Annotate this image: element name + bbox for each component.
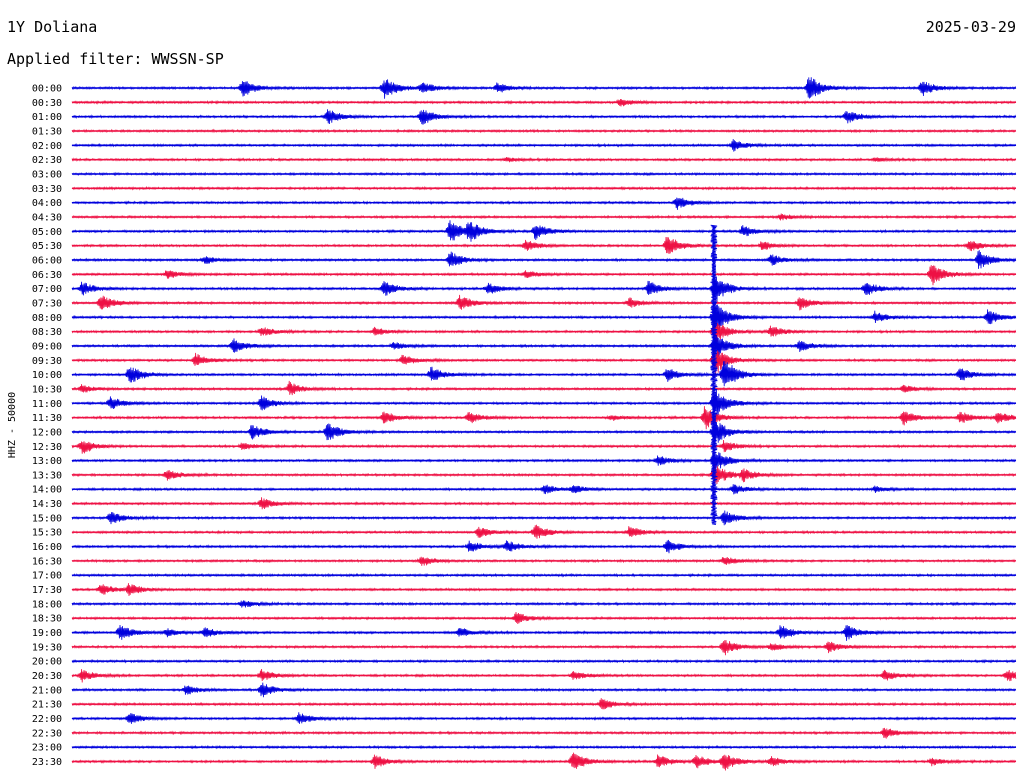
channel-label: HHZ - 50000 <box>7 392 18 458</box>
row-time-label: 10:00 <box>32 370 62 381</box>
filter-label: Applied filter: WWSSN-SP <box>7 50 224 68</box>
row-time-label: 03:30 <box>32 184 62 195</box>
row-time-label: 22:00 <box>32 714 62 725</box>
row-time-label: 21:00 <box>32 685 62 696</box>
row-time-label: 15:30 <box>32 528 62 539</box>
trace-row <box>71 380 1017 396</box>
row-time-label: 15:00 <box>32 513 62 524</box>
trace-row <box>71 361 1017 387</box>
row-time-label: 18:30 <box>32 614 62 625</box>
row-time-label: 08:30 <box>32 327 62 338</box>
row-time-label: 17:30 <box>32 585 62 596</box>
row-time-label: 11:30 <box>32 413 62 424</box>
row-time-label: 04:30 <box>32 212 62 223</box>
row-time-label: 13:00 <box>32 456 62 467</box>
trace-row <box>71 265 1017 286</box>
row-time-label: 11:00 <box>32 399 62 410</box>
large-event-trace <box>710 224 718 525</box>
row-time-label: 19:00 <box>32 628 62 639</box>
trace-row <box>71 463 1017 485</box>
trace-group <box>71 77 1017 771</box>
station-title: 1Y Doliana <box>7 18 98 36</box>
row-time-label: 23:30 <box>32 757 62 768</box>
row-time-label: 09:30 <box>32 356 62 367</box>
trace-row <box>71 640 1017 656</box>
row-time-label: 01:30 <box>32 126 62 137</box>
row-time-label: 23:00 <box>32 743 62 754</box>
row-time-label: 20:30 <box>32 671 62 682</box>
row-time-label: 14:00 <box>32 485 62 496</box>
row-time-label: 04:00 <box>32 198 62 209</box>
plot-date: 2025-03-29 <box>925 18 1016 36</box>
row-time-label: 16:00 <box>32 542 62 553</box>
row-time-label: 21:30 <box>32 700 62 711</box>
row-time-label: 03:00 <box>32 169 62 180</box>
row-time-label: 12:30 <box>32 442 62 453</box>
trace-row <box>71 322 1017 343</box>
row-time-label: 02:00 <box>32 141 62 152</box>
row-time-label: 22:30 <box>32 728 62 739</box>
row-time-label: 00:00 <box>32 84 62 95</box>
row-time-label: 07:30 <box>32 298 62 309</box>
row-time-label: 07:00 <box>32 284 62 295</box>
row-time-label: 05:30 <box>32 241 62 252</box>
row-time-label: 02:30 <box>32 155 62 166</box>
trace-row <box>71 197 1017 210</box>
row-time-label: 05:00 <box>32 227 62 238</box>
row-time-label: 06:00 <box>32 255 62 266</box>
row-time-label: 13:30 <box>32 470 62 481</box>
row-time-label: 12:00 <box>32 427 62 438</box>
row-label-group: 00:00 00:30 01:00 01:30 02:00 02:30 03:00 03:30… <box>32 84 62 769</box>
row-time-label: 06:30 <box>32 270 62 281</box>
row-time-label: 10:30 <box>32 384 62 395</box>
row-time-label: 17:00 <box>32 571 62 582</box>
row-time-label: 14:30 <box>32 499 62 510</box>
row-time-label: 08:00 <box>32 313 62 324</box>
row-time-label: 16:30 <box>32 556 62 567</box>
row-time-label: 01:00 <box>32 112 62 123</box>
row-time-label: 20:00 <box>32 657 62 668</box>
row-time-label: 09:00 <box>32 341 62 352</box>
row-time-label: 19:30 <box>32 642 62 653</box>
row-time-label: 18:00 <box>32 599 62 610</box>
row-time-label: 00:30 <box>32 98 62 109</box>
